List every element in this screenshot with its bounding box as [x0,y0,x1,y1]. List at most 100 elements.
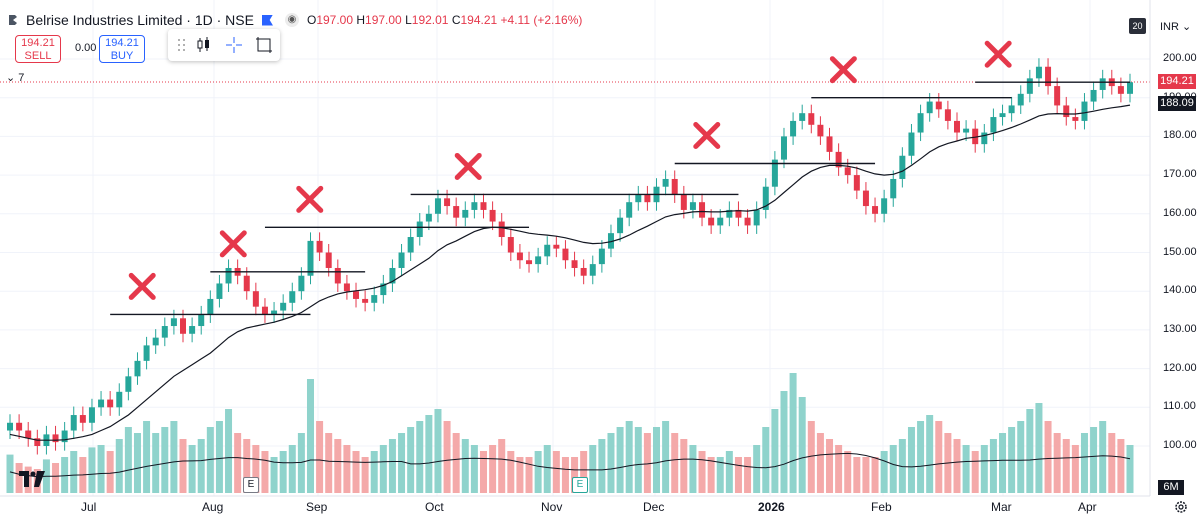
buy-button[interactable]: 194.21 BUY [99,35,145,63]
volume-bar [762,427,770,493]
candle-body [1099,78,1106,90]
volume-bar [407,427,415,493]
low-key: L [405,13,412,27]
volume-bar [370,451,378,493]
volume-bar [1108,433,1116,493]
candle-body [1117,86,1124,94]
x-tick-label: Apr [1078,500,1097,514]
earnings-marker[interactable]: E [243,477,259,493]
candle-body [261,306,268,315]
symbol-title[interactable]: Belrise Industries Limited · 1D · NSE [26,12,254,28]
volume-bar [926,415,934,493]
y-tick-label: 170.00 [1163,168,1197,181]
volume-bar [479,451,487,493]
candle-body [935,101,942,110]
volume-bar [1053,433,1061,493]
cross-mark [219,230,247,258]
volume-bar [252,445,260,493]
volume-bar [853,457,861,493]
symbol-header: Belrise Industries Limited · 1D · NSE ◉ … [6,9,582,31]
candle-body [644,194,651,203]
volume-bar [534,451,542,493]
open-key: O [306,13,317,27]
volume-bar [188,445,196,493]
candle-body [161,326,168,338]
volume-bar [325,433,333,493]
volume-bar [1062,439,1070,493]
candle-body [444,198,451,207]
volume-bar [771,409,779,493]
earnings-marker[interactable]: E [572,477,588,493]
candle-body [207,298,214,315]
x-tick-label: Dec [643,500,665,514]
volume-bar [334,439,342,493]
candle-body [425,213,432,222]
candle-body [434,198,441,214]
indicator-toggle[interactable]: ⌄ 7 [6,71,24,84]
volume-bar [152,433,160,493]
candle-body [990,117,997,133]
volume-bar [206,427,214,493]
volume-scale-label: 6M [1158,480,1184,495]
drag-handle-icon[interactable] [172,35,192,55]
gear-icon[interactable] [1174,500,1188,514]
volume-ma-line [9,452,1131,478]
candle-body [744,217,751,226]
candle-body [580,267,587,276]
crosshair-icon[interactable] [224,35,244,55]
candle-body [180,318,187,334]
candle-body [280,302,287,311]
volume-bar [1044,421,1052,493]
candle-body [617,217,624,234]
currency-selector[interactable]: INR ⌄ [1160,20,1191,33]
volume-bar [662,421,670,493]
volume-bar [734,457,742,493]
x-tick-label: Nov [541,500,563,514]
volume-bar [398,433,406,493]
volume-bar [316,421,324,493]
volume-bar [215,421,223,493]
candle-body [726,209,733,218]
x-tick-label: Feb [871,500,892,514]
candle-body [680,194,687,210]
cross-mark [454,152,482,180]
market-status-icon[interactable]: ◉ [284,13,299,27]
candle-body [1035,66,1042,79]
candle-body [271,310,278,315]
candle-body [407,237,414,253]
candle-body [799,113,806,121]
candle-body [981,132,988,145]
volume-bar [552,451,560,493]
candle-body [1127,82,1133,94]
candle-body [307,240,314,276]
candle-body [98,399,105,408]
volume-bar [871,457,879,493]
candle-body [116,391,123,408]
candle-body [526,260,533,265]
scale-badge[interactable]: 20 [1129,18,1146,34]
measure-icon[interactable] [254,35,274,55]
high-value: 197.00 [365,13,402,27]
flag-icon[interactable] [261,14,273,26]
tradingview-logo-icon[interactable] [19,471,45,487]
volume-bar [1071,445,1079,493]
volume-bar [680,439,688,493]
candle-body [398,252,405,268]
volume-bar [361,457,369,493]
candles-icon[interactable] [194,35,214,55]
cross-mark [128,272,156,300]
candle-body [598,248,605,265]
candle-body [52,434,59,443]
volume-bar [989,439,997,493]
volume-bar [306,379,314,493]
volume-bar [388,439,396,493]
candle-body [862,190,869,207]
volume-bar [1099,421,1107,493]
volume-bar [1126,445,1134,493]
candle-body [371,295,378,303]
volume-bar [1035,403,1043,493]
volume-bar [243,439,251,493]
volume-bar [516,457,524,493]
sell-button[interactable]: 194.21 SELL [15,35,61,63]
